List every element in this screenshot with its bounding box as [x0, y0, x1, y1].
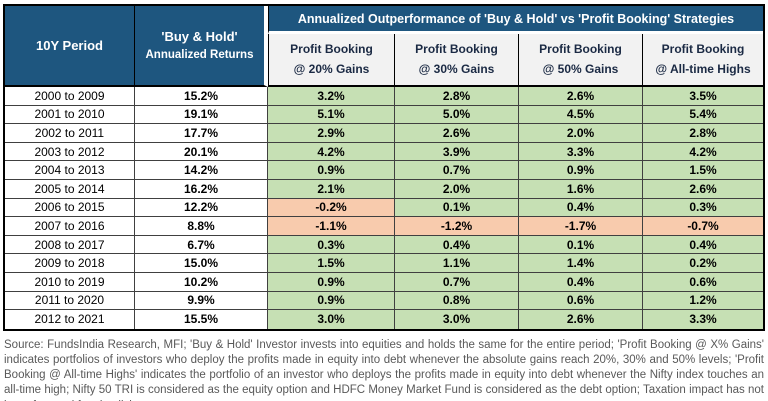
outperformance-value-cell: 0.4% — [395, 235, 519, 255]
sub-header-line2: @ 50% Gains — [542, 61, 619, 76]
column-header-10y-period: 10Y Period — [5, 6, 135, 87]
period-cell: 2005 to 2014 — [5, 179, 135, 199]
outperformance-value-cell: 5.4% — [643, 105, 763, 125]
outperformance-value-cell: 2.6% — [643, 179, 763, 199]
outperformance-value-cell: 1.6% — [519, 179, 643, 199]
outperformance-value-cell: 2.8% — [643, 124, 763, 143]
outperformance-value-cell: 0.4% — [519, 198, 643, 218]
buy-and-hold-header-line1: 'Buy & Hold' — [161, 28, 238, 44]
buy-hold-return-cell: 15.0% — [135, 254, 268, 273]
buy-hold-return-cell: 16.2% — [135, 179, 268, 199]
outperformance-value-cell: 0.3% — [643, 198, 763, 218]
outperformance-value-cell: 1.2% — [643, 291, 763, 311]
outperformance-value-cell: 3.3% — [519, 142, 643, 162]
outperformance-value-cell: 4.2% — [268, 142, 395, 162]
outperformance-value-cell: 3.9% — [395, 142, 519, 162]
outperformance-value-cell: 1.5% — [643, 161, 763, 180]
table-title-span-header: Annualized Outperformance of 'Buy & Hold… — [268, 6, 763, 34]
buy-hold-return-cell: 6.7% — [135, 235, 268, 255]
outperformance-value-cell: 0.6% — [643, 272, 763, 292]
outperformance-value-cell: 2.9% — [268, 124, 395, 143]
outperformance-value-cell: 2.0% — [519, 124, 643, 143]
buy-hold-return-cell: 12.2% — [135, 198, 268, 218]
outperformance-value-cell: 3.0% — [268, 310, 395, 329]
period-cell: 2012 to 2021 — [5, 310, 135, 329]
outperformance-value-cell: 0.4% — [643, 235, 763, 255]
outperformance-value-cell: 2.6% — [395, 124, 519, 143]
buy-hold-return-cell: 14.2% — [135, 161, 268, 180]
outperformance-value-cell: 0.9% — [519, 161, 643, 180]
outperformance-value-cell: 0.9% — [268, 291, 395, 311]
outperformance-value-cell: 0.9% — [268, 161, 395, 180]
buy-hold-return-cell: 15.2% — [135, 87, 268, 106]
outperformance-value-cell: 2.0% — [395, 179, 519, 199]
outperformance-value-cell: 0.7% — [395, 161, 519, 180]
outperformance-value-cell: 2.6% — [519, 310, 643, 329]
sub-header-line2: @ 30% Gains — [418, 61, 495, 76]
period-cell: 2007 to 2016 — [5, 217, 135, 236]
source-footnote: Source: FundsIndia Research, MFI; 'Buy &… — [4, 338, 764, 401]
buy-hold-return-cell: 15.5% — [135, 310, 268, 329]
outperformance-value-cell: -1.7% — [519, 217, 643, 236]
period-cell: 2002 to 2011 — [5, 124, 135, 143]
sub-header-line1: Profit Booking — [290, 42, 373, 57]
sub-header-line2: @ 20% Gains — [293, 61, 370, 76]
buy-hold-return-cell: 17.7% — [135, 124, 268, 143]
outperformance-value-cell: 3.2% — [268, 87, 395, 106]
outperformance-value-cell: -0.2% — [268, 198, 395, 218]
outperformance-value-cell: -1.1% — [268, 217, 395, 236]
outperformance-value-cell: 5.0% — [395, 105, 519, 125]
outperformance-value-cell: 3.3% — [643, 310, 763, 329]
buy-hold-return-cell: 19.1% — [135, 105, 268, 125]
outperformance-value-cell: 1.5% — [268, 254, 395, 273]
column-header-buy-and-hold: 'Buy & Hold' Annualized Returns — [135, 6, 268, 87]
outperformance-value-cell: 0.1% — [519, 235, 643, 255]
outperformance-value-cell: -0.7% — [643, 217, 763, 236]
outperformance-value-cell: 0.4% — [519, 272, 643, 292]
outperformance-value-cell: 1.4% — [519, 254, 643, 273]
outperformance-value-cell: 2.8% — [395, 87, 519, 106]
period-cell: 2011 to 2020 — [5, 291, 135, 311]
sub-header-profit-booking-4: Profit Booking @ All-time Highs — [643, 34, 763, 87]
period-cell: 2006 to 2015 — [5, 198, 135, 218]
buy-and-hold-header-line2: Annualized Returns — [145, 48, 254, 61]
outperformance-value-cell: 3.5% — [643, 87, 763, 106]
outperformance-value-cell: 0.7% — [395, 272, 519, 292]
outperformance-value-cell: 5.1% — [268, 105, 395, 125]
buy-hold-return-cell: 9.9% — [135, 291, 268, 311]
outperformance-value-cell: 3.0% — [395, 310, 519, 329]
outperformance-value-cell: 0.2% — [643, 254, 763, 273]
outperformance-value-cell: 2.6% — [519, 87, 643, 106]
outperformance-value-cell: 1.1% — [395, 254, 519, 273]
period-cell: 2001 to 2010 — [5, 105, 135, 125]
outperformance-value-cell: 0.3% — [268, 235, 395, 255]
sub-header-line1: Profit Booking — [661, 42, 745, 57]
outperformance-value-cell: -1.2% — [395, 217, 519, 236]
sub-header-line1: Profit Booking — [415, 42, 498, 57]
outperformance-value-cell: 0.6% — [519, 291, 643, 311]
outperformance-table: 10Y Period 'Buy & Hold' Annualized Retur… — [3, 4, 765, 331]
buy-hold-return-cell: 10.2% — [135, 272, 268, 292]
period-cell: 2004 to 2013 — [5, 161, 135, 180]
outperformance-value-cell: 0.1% — [395, 198, 519, 218]
outperformance-value-cell: 0.8% — [395, 291, 519, 311]
sub-header-profit-booking-2: Profit Booking @ 30% Gains — [395, 34, 519, 87]
outperformance-value-cell: 2.1% — [268, 179, 395, 199]
period-cell: 2008 to 2017 — [5, 235, 135, 255]
period-cell: 2009 to 2018 — [5, 254, 135, 273]
period-cell: 2000 to 2009 — [5, 87, 135, 106]
sub-header-line1: Profit Booking — [539, 42, 622, 57]
period-cell: 2010 to 2019 — [5, 272, 135, 292]
sub-header-profit-booking-3: Profit Booking @ 50% Gains — [519, 34, 643, 87]
outperformance-value-cell: 4.5% — [519, 105, 643, 125]
sub-header-line2: @ All-time Highs — [655, 61, 751, 76]
buy-hold-return-cell: 20.1% — [135, 142, 268, 162]
sub-header-profit-booking-1: Profit Booking @ 20% Gains — [268, 34, 395, 87]
outperformance-value-cell: 4.2% — [643, 142, 763, 162]
outperformance-value-cell: 0.9% — [268, 272, 395, 292]
buy-hold-return-cell: 8.8% — [135, 217, 268, 236]
period-cell: 2003 to 2012 — [5, 142, 135, 162]
